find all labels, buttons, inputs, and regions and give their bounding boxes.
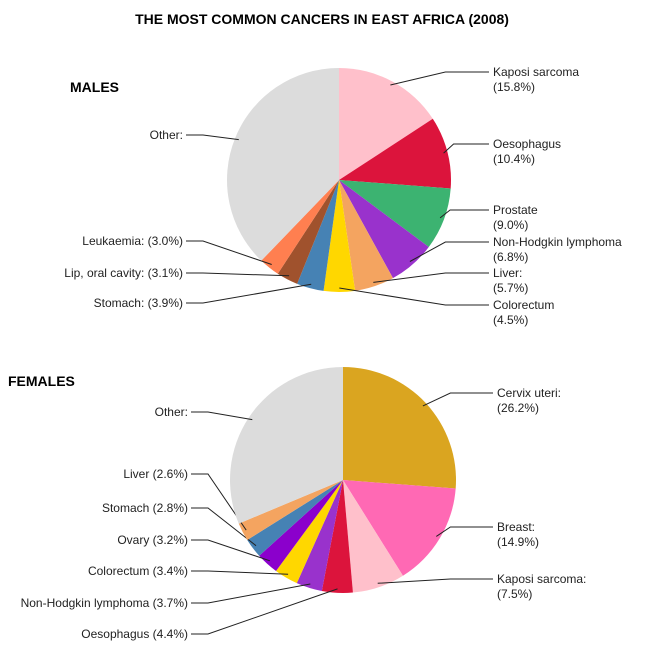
females-label-other: Other: xyxy=(155,405,188,419)
males-label-oesophagus: Oesophagus (10.4%) xyxy=(493,137,561,166)
females-slice-breast xyxy=(343,480,456,576)
females-pie: Cervix uteri: (26.2%) Breast: (14.9%) Kaposi… xyxy=(21,367,586,641)
females-leader-liver xyxy=(191,473,247,531)
males-slice-lip-oral-cavity xyxy=(277,180,339,284)
females-leader-colorectum xyxy=(191,570,289,575)
males-slice-other xyxy=(227,68,339,261)
females-section-title: FEMALES xyxy=(8,373,75,389)
males-leader-prostate xyxy=(439,209,489,219)
females-slice-colorectum xyxy=(276,480,343,584)
males-leader-stomach xyxy=(186,283,312,304)
males-label-non-hodgkin-lymphoma: Non-Hodgkin lymphoma (6.8%) xyxy=(493,235,622,264)
males-leader-leukaemia xyxy=(186,240,272,265)
females-leader-non-hodgkin-lymphoma xyxy=(191,583,311,604)
males-slice-stomach xyxy=(297,180,339,291)
females-label-oesophagus: Oesophagus (4.4%) xyxy=(81,627,188,641)
males-leader-lip-oral-cavity xyxy=(186,272,290,277)
females-label-non-hodgkin-lymphoma: Non-Hodgkin lymphoma (3.7%) xyxy=(21,596,188,610)
females-label-breast: Breast: (14.9%) xyxy=(497,520,539,549)
females-label-ovary: Ovary (3.2%) xyxy=(117,533,188,547)
females-label-stomach: Stomach (2.8%) xyxy=(102,501,188,515)
males-slice-oesophagus xyxy=(339,118,451,189)
females-slice-other xyxy=(230,367,343,524)
males-label-kaposi-sarcoma: Kaposi sarcoma (15.8%) xyxy=(493,65,579,94)
females-slice-stomach xyxy=(247,480,343,556)
females-leader-other xyxy=(191,411,253,421)
males-leader-non-hodgkin-lymphoma xyxy=(409,241,489,262)
males-slice-non-hodgkin-lymphoma xyxy=(339,180,429,279)
males-label-liver: Liver: (5.7%) xyxy=(493,266,528,295)
females-slice-oesophagus xyxy=(321,480,353,593)
males-slice-colorectum xyxy=(323,180,356,292)
females-label-cervix-uteri: Cervix uteri: (26.2%) xyxy=(497,386,561,415)
females-label-colorectum: Colorectum (3.4%) xyxy=(88,564,188,578)
females-label-liver: Liver (2.6%) xyxy=(123,467,188,481)
males-label-prostate: Prostate (9.0%) xyxy=(493,203,538,232)
males-leader-colorectum xyxy=(339,287,489,306)
males-leader-other xyxy=(186,134,239,141)
males-slice-kaposi-sarcoma xyxy=(339,68,433,180)
males-leader-kaposi-sarcoma xyxy=(390,71,489,86)
females-slice-non-hodgkin-lymphoma xyxy=(296,480,343,591)
females-leader-stomach xyxy=(191,507,257,547)
males-label-stomach: Stomach: (3.9%) xyxy=(94,296,183,310)
males-section-title: MALES xyxy=(70,79,119,95)
chart-title: THE MOST COMMON CANCERS IN EAST AFRICA (… xyxy=(135,11,509,27)
females-label-kaposi-sarcoma: Kaposi sarcoma: (7.5%) xyxy=(497,572,586,601)
females-leader-breast xyxy=(436,526,493,537)
males-label-other: Other: xyxy=(150,128,183,142)
males-slice-liver xyxy=(339,180,393,291)
females-leader-cervix-uteri xyxy=(422,392,493,407)
males-leader-liver xyxy=(373,272,489,283)
males-slice-leukaemia xyxy=(261,180,339,274)
females-slice-liver xyxy=(238,480,343,540)
males-label-colorectum: Colorectum (4.5%) xyxy=(493,298,554,327)
females-leader-kaposi-sarcoma xyxy=(377,578,493,584)
males-slice-prostate xyxy=(339,180,451,247)
males-pie: Kaposi sarcoma (15.8%) Oesophagus (10.4%) Pr… xyxy=(64,65,622,327)
females-slice-kaposi-sarcoma xyxy=(343,480,403,593)
females-slice-ovary xyxy=(259,480,343,571)
females-slice-cervix-uteri xyxy=(343,367,457,489)
females-leader-ovary xyxy=(191,539,271,562)
males-label-leukaemia: Leukaemia: (3.0%) xyxy=(82,234,183,248)
females-leader-oesophagus xyxy=(191,588,338,635)
males-leader-oesophagus xyxy=(443,143,489,154)
males-label-lip-oral-cavity: Lip, oral cavity: (3.1%) xyxy=(64,266,183,280)
